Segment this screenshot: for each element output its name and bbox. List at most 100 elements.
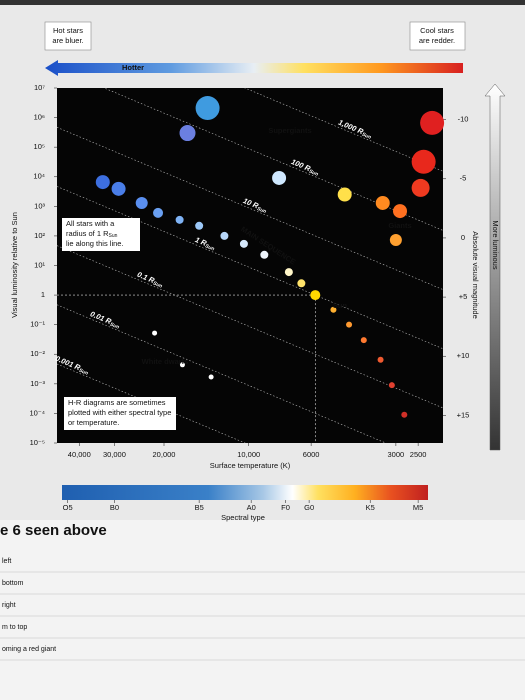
star: [330, 306, 337, 313]
radius-note: radius of 1 RSun: [66, 229, 118, 239]
y-tick-label: 10⁷: [34, 83, 45, 92]
hot-note-box: [44, 21, 92, 51]
radius-label-sub: Sun: [308, 169, 319, 178]
x-tick-label: 20,000: [153, 450, 176, 459]
spectral-label: M5: [413, 503, 423, 512]
side-arrow-label: More luminous: [491, 220, 500, 269]
radius-label: 1 RSun: [193, 235, 216, 253]
star: [377, 356, 384, 363]
y-tick-label: 10⁻⁴: [29, 408, 45, 417]
radius-note-text: radius of 1 R: [66, 229, 109, 238]
x-tick-label: 30,000: [103, 450, 126, 459]
radius-label-text: 1 R: [194, 235, 209, 248]
star: [411, 149, 436, 174]
answer-option[interactable]: m to top: [2, 624, 27, 631]
answer-option[interactable]: left: [2, 558, 11, 565]
star: [208, 374, 214, 380]
spectral-label: B0: [110, 503, 119, 512]
star: [389, 233, 402, 246]
top-edge: [0, 0, 525, 5]
star: [297, 279, 306, 288]
star: [388, 382, 395, 389]
radius-note-text: All stars with a: [66, 219, 115, 228]
y2-tick-label: -5: [460, 174, 467, 183]
star: [152, 330, 158, 336]
series-label: White dwarfs: [142, 357, 189, 366]
star: [135, 196, 148, 209]
y2-tick-label: +10: [457, 351, 470, 360]
hotter-label: Hotter: [122, 63, 144, 72]
y-tick-label: 10⁴: [33, 172, 45, 181]
star: [179, 362, 185, 368]
radius-note-sub: Sun: [109, 233, 118, 239]
y-tick-label: 10⁵: [34, 142, 45, 151]
x-tick-label: 3000: [388, 450, 405, 459]
series-label: Giants: [388, 221, 411, 230]
x-tick-label: 40,000: [68, 450, 91, 459]
star: [111, 181, 126, 196]
y-tick-label: 10⁻³: [30, 379, 45, 388]
star: [360, 337, 367, 344]
hot-note: are bluer.: [52, 36, 83, 45]
star: [375, 195, 390, 210]
question-heading: e 6 seen above: [0, 522, 107, 539]
star: [175, 215, 184, 224]
y-tick-label: 10⁻²: [30, 349, 45, 358]
star: [195, 96, 220, 121]
luminous-arrow: [484, 83, 506, 451]
star: [393, 204, 408, 219]
x-tick-label: 6000: [303, 450, 320, 459]
spectral-label: A0: [247, 503, 256, 512]
question-panel: [0, 520, 525, 700]
star: [284, 268, 293, 277]
radius-label-sub: Sun: [361, 132, 372, 141]
y2-tick-label: +5: [459, 292, 468, 301]
y-tick-label: 10³: [34, 201, 45, 210]
y2-tick-label: 0: [461, 233, 465, 242]
star: [310, 290, 321, 301]
radius-note: All stars with a: [66, 219, 115, 228]
series-label: Supergiants: [268, 126, 311, 135]
star: [179, 125, 196, 142]
star: [260, 250, 269, 259]
star: [337, 187, 352, 202]
answer-option[interactable]: oming a red giant: [2, 646, 56, 653]
star: [420, 110, 445, 135]
radius-note-text: lie along this line.: [66, 239, 124, 248]
x-tick-label: 2500: [410, 450, 427, 459]
plot-note: plotted with either spectral type: [68, 408, 171, 417]
y-tick-label: 1: [41, 290, 45, 299]
x2-axis-label: Spectral type: [221, 513, 265, 522]
spectral-label: F0: [281, 503, 290, 512]
plot-note: or temperature.: [68, 418, 119, 427]
x-axis-label: Surface temperature (K): [210, 461, 291, 470]
hot-note: Hot stars: [53, 26, 83, 35]
radius-label-sub: Sun: [109, 322, 120, 331]
y-tick-label: 10²: [34, 231, 45, 240]
cool-note: Cool stars: [420, 26, 454, 35]
radius-label-sub: Sun: [78, 368, 89, 377]
spectral-label: B5: [195, 503, 204, 512]
radius-label-sub: Sun: [256, 206, 267, 215]
y-tick-label: 10⁻⁵: [30, 438, 45, 447]
y-tick-label: 10⁻¹: [30, 320, 45, 329]
y-tick-label: 10¹: [34, 260, 45, 269]
y2-tick-label: -10: [458, 115, 469, 124]
star: [95, 175, 110, 190]
y-tick-label: 10⁶: [34, 113, 45, 122]
answer-option[interactable]: right: [2, 602, 16, 609]
star: [411, 178, 430, 197]
spectral-bar: [62, 485, 428, 500]
plot-area: [57, 88, 443, 443]
radius-label-sub: Sun: [152, 281, 163, 290]
answer-option[interactable]: bottom: [2, 580, 24, 587]
cool-note: are redder.: [419, 36, 455, 45]
star: [195, 221, 204, 230]
star: [401, 411, 408, 418]
series-label: Sun: [333, 301, 348, 310]
x-tick-label: 10,000: [237, 450, 260, 459]
star: [153, 207, 164, 218]
star: [272, 170, 287, 185]
y-axis-label: Visual luminosity relative to Sun: [10, 212, 19, 318]
